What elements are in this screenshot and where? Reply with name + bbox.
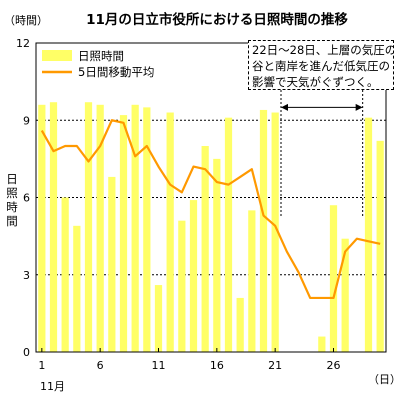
bar-day-14: [189, 200, 198, 352]
bar-series: [38, 102, 384, 353]
y-axis-label-char-0: 日: [6, 172, 18, 186]
bar-day-27: [341, 238, 349, 352]
plot-area: [36, 43, 386, 352]
bar-day-20: [259, 109, 268, 352]
x-tick-label-6: 6: [97, 359, 104, 372]
y-axis-label-char-2: 時: [6, 200, 18, 214]
bar-day-15: [201, 146, 209, 352]
bar-day-8: [119, 115, 128, 352]
bar-day-18: [236, 297, 244, 352]
y-unit-label: （時間）: [4, 14, 48, 27]
x-tick-label-21: 21: [268, 359, 282, 372]
legend: 日照時間 5日間移動平均: [42, 49, 154, 79]
y-axis-label-char-3: 間: [6, 214, 18, 228]
x-axis-unit-label: （日）: [368, 373, 400, 386]
bar-day-30: [376, 140, 384, 352]
bar-day-11: [154, 285, 163, 352]
plot-frame: [35, 42, 387, 353]
legend-swatch-sunshine: [42, 50, 72, 61]
bar-day-3: [61, 197, 69, 352]
bar-day-6: [96, 104, 104, 352]
bar-day-12: [166, 112, 174, 353]
bar-day-2: [49, 102, 58, 352]
annotation-box: 22日～28日、上層の気圧の 谷と南岸を進んだ低気圧の 影響で天気がぐずつく。: [248, 40, 394, 90]
y-axis-label-char-1: 照: [6, 186, 18, 200]
bar-day-7: [108, 176, 116, 352]
y-tick-label-12: 12: [16, 37, 30, 50]
x-tick-label-26: 26: [327, 359, 341, 372]
bar-day-10: [143, 107, 151, 352]
annotation-arrow-head-left: [281, 103, 288, 111]
legend-label-sunshine: 日照時間: [78, 49, 124, 63]
x-tick-label-11: 11: [152, 359, 166, 372]
bar-day-25: [318, 336, 326, 352]
annotation-arrow-head-right: [355, 103, 363, 111]
bar-day-16: [213, 158, 221, 352]
annotation-range-arrow: [280, 90, 364, 218]
y-tick-label-0: 0: [23, 346, 30, 359]
x-tick-label-16: 16: [210, 359, 224, 372]
y-tick-label-6: 6: [23, 192, 30, 205]
chart-title: 11月の日立市役所における日照時間の推移: [86, 11, 348, 28]
y-tick-label-9: 9: [23, 114, 30, 127]
x-month-label: 11月: [40, 380, 65, 393]
y-tick-label-3: 3: [23, 269, 30, 282]
bar-day-5: [84, 102, 93, 352]
bar-day-9: [131, 104, 139, 352]
bar-day-17: [224, 117, 233, 352]
annotation-line-2: 谷と南岸を進んだ低気圧の: [252, 59, 390, 73]
moving-average-line: [40, 119, 381, 300]
annotation-line-1: 22日～28日、上層の気圧の: [252, 43, 394, 57]
bar-day-29: [364, 117, 373, 352]
plot-background: [36, 43, 386, 352]
x-tick-label-1: 1: [38, 359, 45, 372]
bar-day-4: [73, 225, 81, 352]
moving-average-series: [40, 119, 381, 300]
legend-label-moving-average: 5日間移動平均: [78, 65, 154, 79]
bar-day-1: [38, 104, 46, 352]
bar-day-26: [329, 205, 338, 352]
bar-day-21: [271, 112, 279, 353]
bar-day-13: [178, 220, 186, 352]
bar-day-19: [248, 210, 256, 352]
annotation-line-3: 影響で天気がぐずつく。: [252, 75, 379, 89]
